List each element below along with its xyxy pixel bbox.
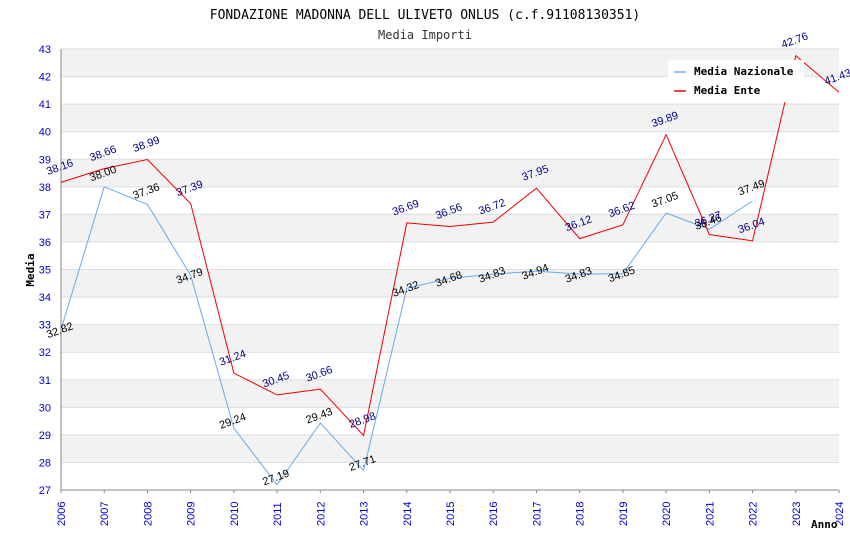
y-tick-label: 37 <box>39 209 51 221</box>
y-tick-label: 38 <box>39 182 51 194</box>
x-tick-label: 2017 <box>531 502 543 526</box>
x-tick-label: 2013 <box>359 502 371 526</box>
x-tick-label: 2019 <box>618 502 630 526</box>
grid-band <box>61 434 839 463</box>
grid-band <box>61 269 839 298</box>
x-tick-label: 2023 <box>791 502 803 526</box>
x-tick-label: 2021 <box>704 502 716 526</box>
grid-band <box>61 159 839 187</box>
x-tick-label: 2015 <box>445 502 457 526</box>
x-axis-ticks: 2006 2007 2008 2009 2010 2011 2012 2013 2014 2015… <box>56 490 846 526</box>
x-tick-label: 2014 <box>402 502 414 526</box>
y-tick-label: 35 <box>39 265 51 277</box>
chart-subtitle: Media Importi <box>378 28 472 42</box>
grid-band <box>61 324 839 353</box>
legend-label-media-nazionale: Media Nazionale <box>694 65 794 78</box>
legend: Media Nazionale Media Ente <box>668 60 804 102</box>
grid-band <box>61 104 839 132</box>
y-tick-label: 39 <box>39 154 51 166</box>
y-tick-label: 33 <box>39 320 51 332</box>
x-tick-label: 2008 <box>142 502 154 526</box>
series-lines <box>60 54 840 486</box>
x-tick-label: 2016 <box>488 502 500 526</box>
y-axis-label: Media <box>24 253 37 286</box>
series-line-media-ente <box>60 54 840 437</box>
y-tick-label: 31 <box>39 375 51 387</box>
x-tick-label: 2020 <box>661 502 673 526</box>
y-tick-label: 29 <box>39 430 51 442</box>
data-label-media-ente: 38.99 <box>131 134 161 155</box>
grid-bands <box>61 49 839 463</box>
x-tick-label: 2012 <box>315 502 327 526</box>
legend-box <box>668 60 804 102</box>
data-label-media-nazionale: 27.19 <box>261 468 291 489</box>
series-line-media-nazionale <box>60 186 753 486</box>
y-axis-ticks: 27 28 29 30 31 32 33 34 35 36 37 38 39 40 41 42 43 <box>39 44 51 497</box>
x-tick-label: 2018 <box>575 502 587 526</box>
x-tick-label: 2022 <box>748 502 760 526</box>
x-axis-label: Anno <box>811 518 838 531</box>
y-tick-label: 41 <box>39 99 51 111</box>
legend-label-media-ente: Media Ente <box>694 84 761 97</box>
y-tick-label: 28 <box>39 457 51 469</box>
data-label-media-ente: 42.76 <box>780 30 810 51</box>
x-tick-label: 2010 <box>229 502 241 526</box>
y-tick-label: 40 <box>39 127 51 139</box>
x-tick-label: 2009 <box>186 502 198 526</box>
data-label-media-ente: 28.98 <box>348 410 378 431</box>
y-tick-label: 36 <box>39 237 51 249</box>
data-label-media-nazionale: 29.43 <box>304 406 334 427</box>
y-tick-label: 34 <box>39 292 51 304</box>
y-tick-label: 32 <box>39 347 51 359</box>
y-tick-label: 42 <box>39 72 51 84</box>
grid-lines <box>61 48 839 491</box>
data-label-media-nazionale: 29.24 <box>218 411 248 432</box>
data-label-media-nazionale: 37.05 <box>650 190 680 211</box>
x-tick-label: 2006 <box>56 502 68 526</box>
x-tick-label: 2024 <box>834 502 846 526</box>
y-tick-label: 43 <box>39 44 51 56</box>
y-tick-label: 27 <box>39 485 51 497</box>
x-tick-label: 2007 <box>99 502 111 526</box>
grid-band <box>61 214 839 242</box>
y-tick-label: 30 <box>39 402 51 414</box>
x-tick-label: 2011 <box>272 502 284 526</box>
chart-title: FONDAZIONE MADONNA DELL ULIVETO ONLUS (c… <box>210 8 640 23</box>
grid-band <box>61 379 839 408</box>
